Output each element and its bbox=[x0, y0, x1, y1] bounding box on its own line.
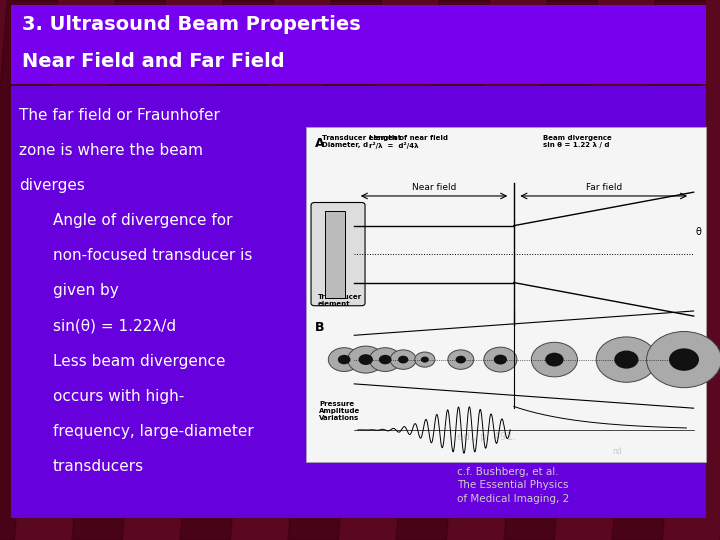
Text: Transducer element
Diameter, d: Transducer element Diameter, d bbox=[322, 135, 401, 148]
Circle shape bbox=[379, 355, 392, 365]
Circle shape bbox=[647, 332, 720, 388]
Text: nd: nd bbox=[612, 447, 622, 456]
Text: diverges: diverges bbox=[19, 178, 85, 193]
Circle shape bbox=[369, 348, 401, 372]
Circle shape bbox=[448, 350, 474, 369]
Text: Pressure
Amplitude
Variations: Pressure Amplitude Variations bbox=[319, 401, 360, 421]
Text: Near field: Near field bbox=[412, 183, 456, 192]
Polygon shape bbox=[72, 0, 166, 540]
Circle shape bbox=[494, 355, 507, 365]
Text: B: B bbox=[315, 321, 324, 334]
Text: Angle of divergence for: Angle of divergence for bbox=[53, 213, 232, 228]
FancyBboxPatch shape bbox=[11, 5, 706, 84]
FancyBboxPatch shape bbox=[311, 202, 365, 306]
Text: Less beam divergence: Less beam divergence bbox=[53, 354, 225, 369]
Circle shape bbox=[484, 347, 517, 372]
Polygon shape bbox=[180, 0, 274, 540]
Circle shape bbox=[545, 353, 564, 367]
Text: θ: θ bbox=[696, 227, 702, 238]
FancyBboxPatch shape bbox=[325, 211, 346, 298]
Text: transducers: transducers bbox=[53, 459, 144, 474]
Circle shape bbox=[328, 348, 360, 372]
Text: Far field: Far field bbox=[585, 183, 622, 192]
Text: sin(θ) = 1.22λ/d: sin(θ) = 1.22λ/d bbox=[53, 319, 176, 334]
Circle shape bbox=[359, 354, 373, 365]
Circle shape bbox=[614, 350, 639, 369]
Circle shape bbox=[338, 355, 351, 365]
Polygon shape bbox=[612, 0, 706, 540]
Circle shape bbox=[390, 350, 416, 369]
Circle shape bbox=[348, 346, 384, 373]
Text: The far field or Fraunhofer: The far field or Fraunhofer bbox=[19, 108, 220, 123]
Text: Near Field and Far Field: Near Field and Far Field bbox=[22, 52, 284, 71]
Circle shape bbox=[531, 342, 577, 377]
Text: A: A bbox=[315, 137, 324, 150]
Text: zone is where the beam: zone is where the beam bbox=[19, 143, 204, 158]
Text: occurs with high-: occurs with high- bbox=[53, 389, 184, 404]
Text: non-focused transducer is: non-focused transducer is bbox=[53, 248, 252, 264]
Text: ed., p. 491.: ed., p. 491. bbox=[457, 432, 517, 442]
Text: 3. Ultrasound Beam Properties: 3. Ultrasound Beam Properties bbox=[22, 15, 360, 34]
Text: Beam divergence
sin θ = 1.22 λ / d: Beam divergence sin θ = 1.22 λ / d bbox=[543, 135, 611, 148]
Text: Length of near field
r²/λ  =  d²/4λ: Length of near field r²/λ = d²/4λ bbox=[369, 135, 448, 149]
FancyBboxPatch shape bbox=[306, 127, 706, 462]
Circle shape bbox=[415, 352, 435, 367]
Polygon shape bbox=[288, 0, 382, 540]
Circle shape bbox=[420, 356, 429, 363]
Polygon shape bbox=[504, 0, 598, 540]
Text: Transducer
element: Transducer element bbox=[318, 294, 362, 307]
Text: given by: given by bbox=[53, 284, 118, 299]
Text: c.f. Bushberg, et al.
The Essential Physics
of Medical Imaging, 2: c.f. Bushberg, et al. The Essential Phys… bbox=[457, 467, 570, 503]
Circle shape bbox=[596, 337, 657, 382]
Circle shape bbox=[398, 356, 408, 363]
Circle shape bbox=[456, 356, 466, 363]
Polygon shape bbox=[396, 0, 490, 540]
Circle shape bbox=[669, 348, 699, 371]
FancyBboxPatch shape bbox=[11, 86, 706, 518]
Text: frequency, large-diameter: frequency, large-diameter bbox=[53, 424, 253, 439]
Polygon shape bbox=[0, 0, 58, 540]
